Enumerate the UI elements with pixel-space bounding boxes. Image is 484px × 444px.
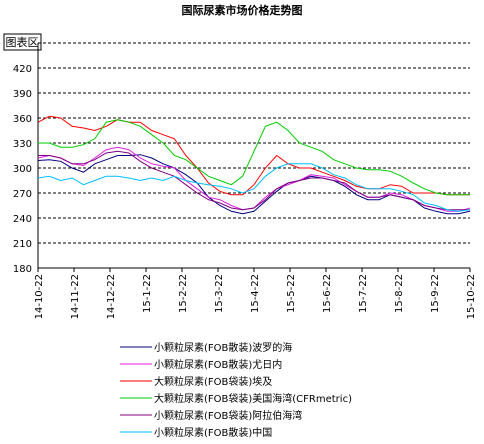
x-tick-label: 14-11-22 bbox=[70, 274, 81, 319]
grid-lines bbox=[38, 42, 470, 244]
plot-area-label-box bbox=[3, 33, 42, 51]
series-line-2 bbox=[37, 146, 471, 212]
y-tick-label: 330 bbox=[13, 139, 32, 150]
y-tick-label: 180 bbox=[13, 264, 32, 275]
legend-entry: 小颗粒尿素(FOB散装)中国 bbox=[154, 426, 272, 439]
series-line-6 bbox=[37, 163, 471, 212]
x-tick-label: 15-4-22 bbox=[250, 274, 261, 313]
y-tick-labels: 180 210 240 270 300 330 360 390 420 bbox=[13, 64, 32, 275]
y-tick-label: 300 bbox=[13, 164, 32, 175]
x-tick-label: 15-6-22 bbox=[322, 274, 333, 313]
y-tick-label: 210 bbox=[13, 239, 32, 250]
x-tick-label: 15-3-22 bbox=[214, 274, 225, 313]
x-tick-label: 15-10-22 bbox=[466, 274, 477, 319]
y-tick-label: 390 bbox=[13, 89, 32, 100]
legend-entry: 小颗粒尿素(FOB散装)波罗的海 bbox=[154, 341, 292, 354]
x-tick-label: 15-9-22 bbox=[430, 274, 441, 313]
x-tick-label: 15-1-22 bbox=[142, 274, 153, 313]
y-tick-label: 420 bbox=[13, 64, 32, 75]
x-tick-label: 15-5-22 bbox=[286, 274, 297, 313]
series-lines bbox=[37, 115, 471, 215]
series-line-3 bbox=[37, 115, 470, 196]
series-line-5 bbox=[38, 150, 470, 211]
x-tick-labels: 14-10-22 14-11-22 14-12-22 15-1-22 15-2-22 15… bbox=[34, 268, 477, 319]
y-tick-label: 270 bbox=[13, 189, 32, 200]
legend: 小颗粒尿素(FOB散装)波罗的海小颗粒尿素(FOB散装)尤日内大颗粒尿素(FOB… bbox=[120, 341, 352, 439]
y-tick-label: 360 bbox=[13, 114, 32, 125]
legend-entry: 大颗粒尿素(FOB袋装)美国海湾(CFRmetric) bbox=[154, 392, 352, 405]
x-tick-label: 14-10-22 bbox=[34, 274, 45, 319]
legend-entry: 小颗粒尿素(FOB袋装)阿拉伯海湾 bbox=[154, 409, 302, 422]
legend-entry: 大颗粒尿素(FOB袋装)埃及 bbox=[154, 375, 272, 388]
x-tick-label: 15-7-22 bbox=[358, 274, 369, 313]
chart-title: 国际尿素市场价格走势图 bbox=[182, 3, 303, 17]
x-tick-label: 15-8-22 bbox=[394, 274, 405, 313]
series-line-4 bbox=[38, 119, 470, 196]
plot-area-label: 图表区 bbox=[6, 35, 39, 49]
legend-entry: 小颗粒尿素(FOB散装)尤日内 bbox=[154, 358, 282, 371]
y-tick-label: 240 bbox=[13, 214, 32, 225]
x-tick-label: 15-2-22 bbox=[178, 274, 189, 313]
x-tick-label: 14-12-22 bbox=[106, 274, 117, 319]
